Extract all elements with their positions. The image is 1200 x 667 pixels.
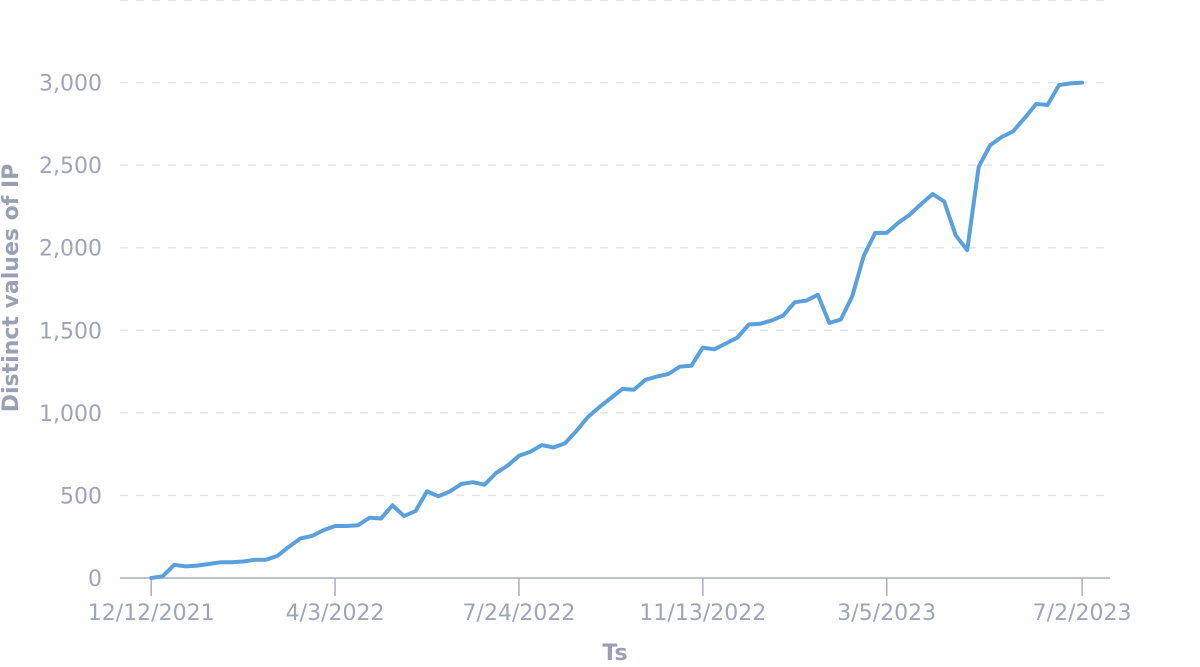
y-axis-title: Distinct values of IP bbox=[0, 164, 24, 413]
y-tick-label: 2,500 bbox=[39, 154, 102, 179]
labels: Ts Distinct values of IP bbox=[0, 164, 628, 666]
x-tick-label: 7/24/2022 bbox=[463, 601, 576, 626]
x-tick-label: 12/12/2021 bbox=[88, 601, 215, 626]
gridlines bbox=[120, 0, 1110, 497]
x-tick-label: 7/2/2023 bbox=[1033, 601, 1132, 626]
y-tick-label: 3,000 bbox=[39, 72, 102, 97]
series-layer bbox=[149, 80, 1085, 580]
x-tick-label: 4/3/2022 bbox=[286, 601, 385, 626]
y-tick-label: 1,000 bbox=[39, 402, 102, 427]
y-tick-label: 500 bbox=[60, 484, 102, 509]
x-tick-label: 11/13/2022 bbox=[639, 601, 766, 626]
y-tick-label: 1,500 bbox=[39, 319, 102, 344]
series-line bbox=[149, 80, 1085, 580]
y-tick-label: 2,000 bbox=[39, 237, 102, 262]
x-axis-title: Ts bbox=[602, 641, 627, 666]
x-tick-label: 3/5/2023 bbox=[837, 601, 936, 626]
y-tick-label: 0 bbox=[88, 567, 102, 592]
axes: 0 500 1,000 1,500 2,000 2,500 3,000 12/12/2021 4… bbox=[39, 72, 1131, 626]
